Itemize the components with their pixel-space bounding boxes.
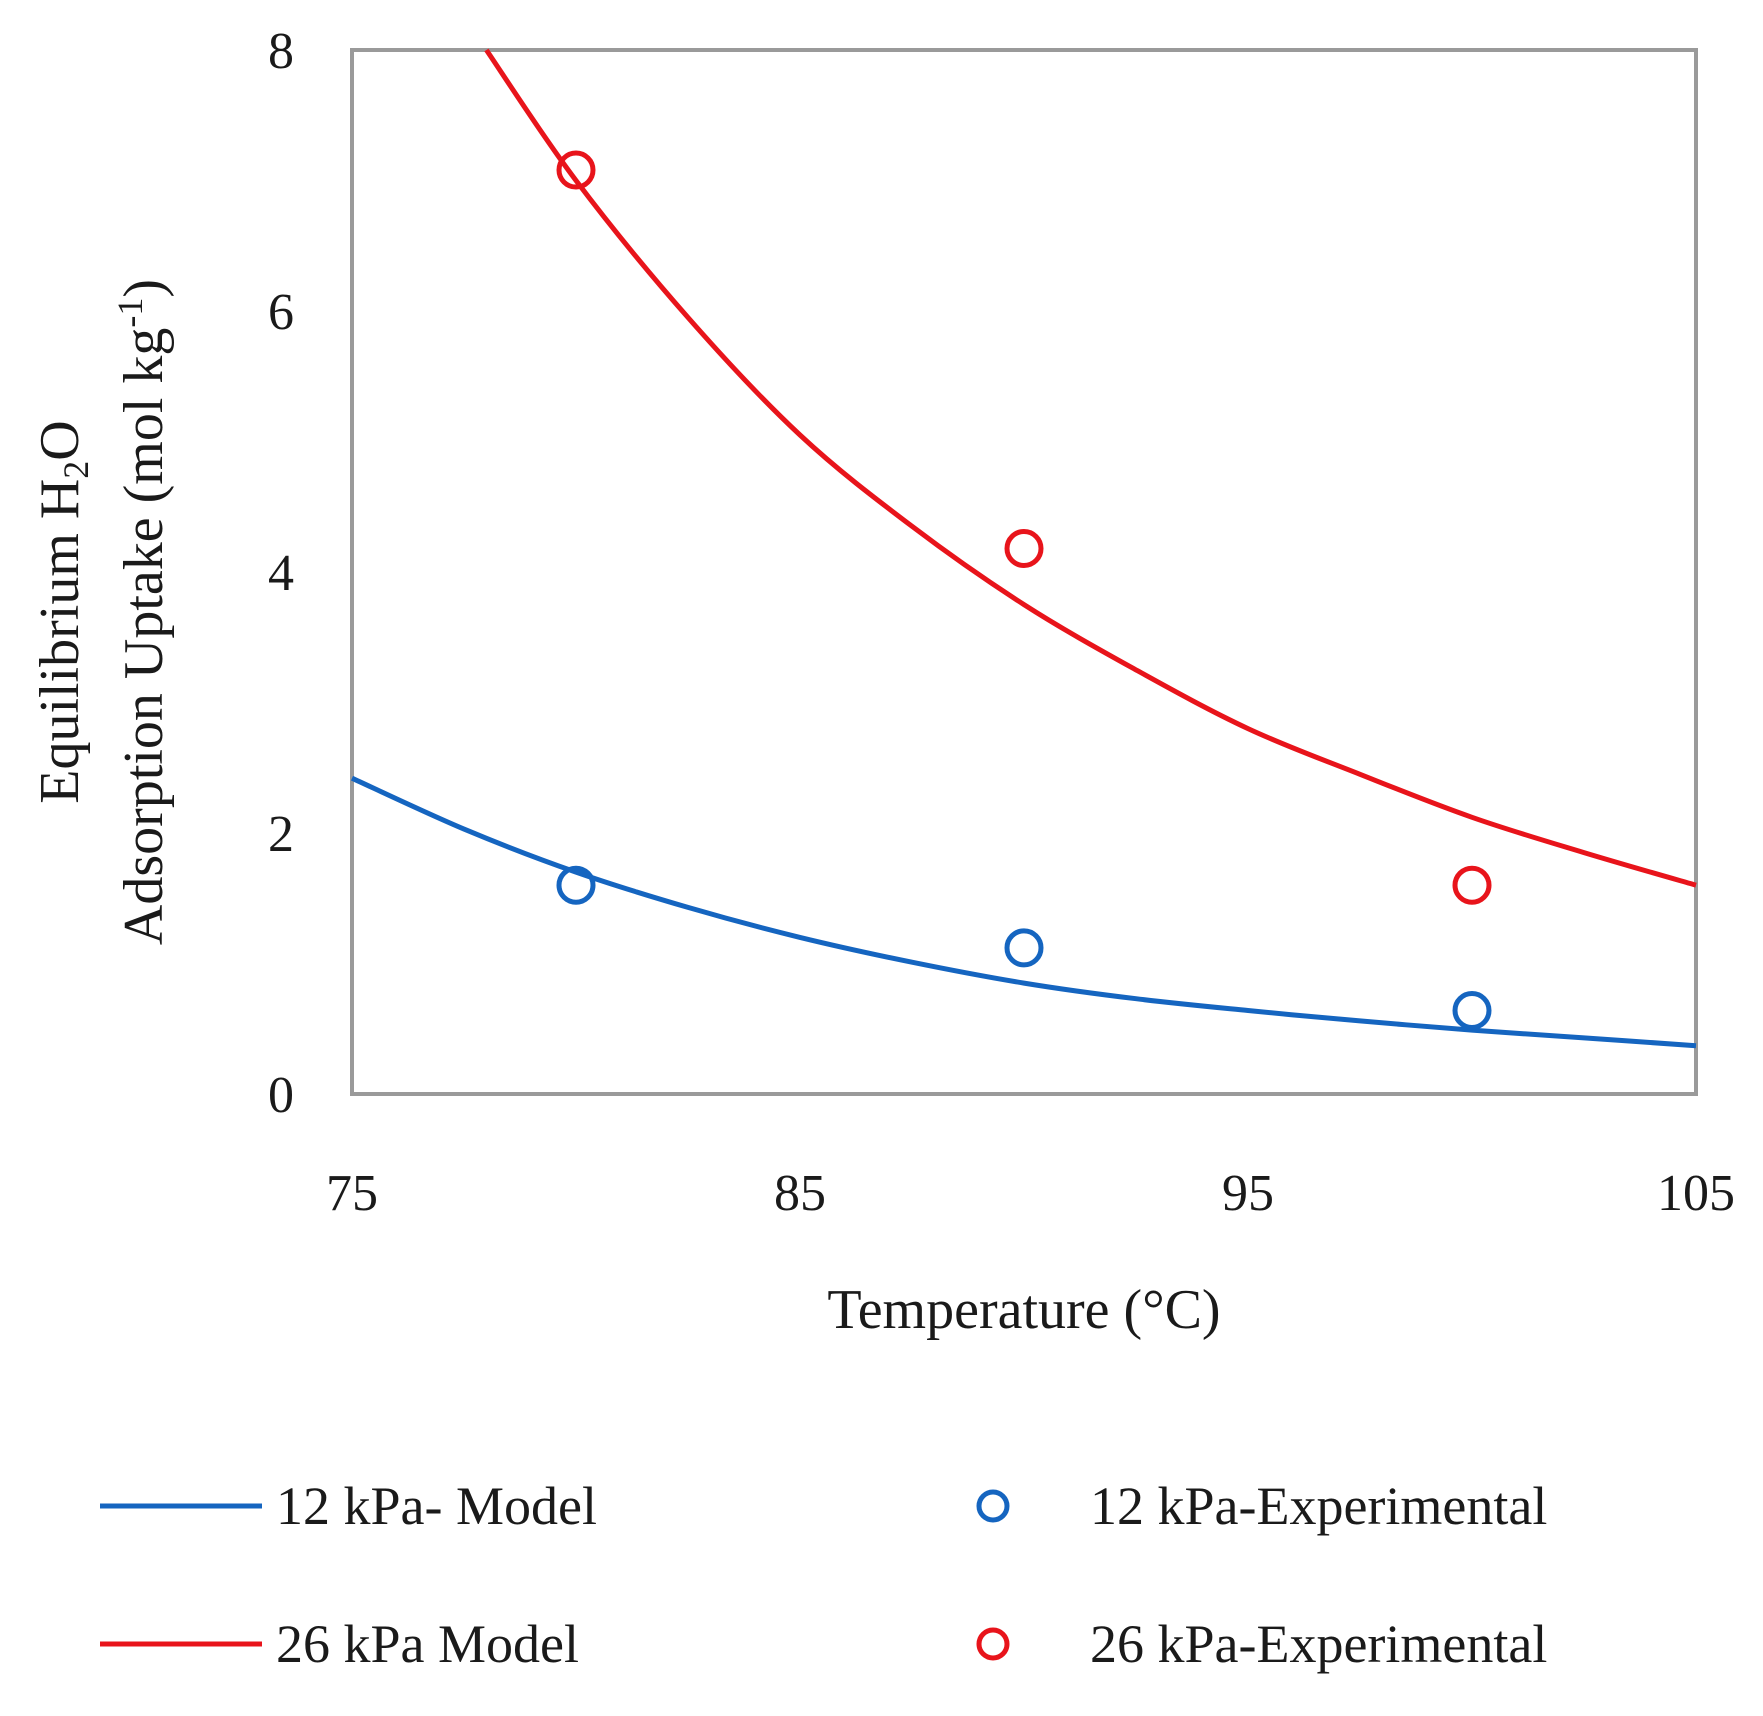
legend-item-26-kpa-experimental: 26 kPa-Experimental <box>976 1614 1547 1674</box>
series-12-kpa-model <box>350 775 1697 1049</box>
data-point-12-kpa-experimental <box>1452 990 1492 1030</box>
legend-label: 12 kPa-Experimental <box>1090 1476 1547 1536</box>
legend-item-12-kpa-model: 12 kPa- Model <box>100 1476 597 1536</box>
y-tick-label: 2 <box>268 806 294 863</box>
superscript-minus-1: -1 <box>110 298 150 328</box>
x-tick-label: 105 <box>1657 1165 1735 1222</box>
legend-item-26-kpa-model: 26 kPa Model <box>100 1614 579 1674</box>
x-axis-tick-labels: 75 85 95 105 <box>326 1165 1735 1222</box>
data-point-26-kpa-experimental <box>556 150 596 190</box>
data-point-26-kpa-experimental <box>1452 865 1492 905</box>
series-26-kpa-experimental <box>556 150 1492 905</box>
x-axis-title: Temperature (°C) <box>827 1279 1220 1341</box>
y-tick-label: 0 <box>268 1067 294 1124</box>
legend-marker-swatch <box>976 1489 1010 1523</box>
series-26-kpa-model <box>484 48 1697 888</box>
series-layer <box>350 48 1697 1049</box>
legend-item-12-kpa-experimental: 12 kPa-Experimental <box>976 1476 1547 1536</box>
x-tick-label: 85 <box>774 1165 826 1222</box>
x-tick-label: 95 <box>1222 1165 1274 1222</box>
data-point-12-kpa-experimental <box>1004 928 1044 968</box>
legend-label: 12 kPa- Model <box>276 1476 597 1536</box>
legend-marker-swatch <box>976 1627 1010 1661</box>
y-tick-label: 8 <box>268 23 294 80</box>
data-point-12-kpa-experimental <box>556 865 596 905</box>
series-12-kpa-experimental <box>556 865 1492 1030</box>
series-line-26-kpa-model <box>484 48 1697 888</box>
y-axis-title-line-2: Adsorption Uptake (mol kg-1) <box>110 279 175 945</box>
legend: 12 kPa- Model 26 kPa Model 12 kPa-Experime… <box>100 1476 1547 1674</box>
y-tick-label: 6 <box>268 284 294 341</box>
y-tick-label: 4 <box>268 545 294 602</box>
y-axis-tick-labels: 0 2 4 6 8 <box>268 23 294 1124</box>
y-axis-title: Equilibrium H2O Adsorption Uptake (mol k… <box>29 279 175 945</box>
subscript-2: 2 <box>56 461 96 479</box>
legend-label: 26 kPa Model <box>276 1614 579 1674</box>
data-point-26-kpa-experimental <box>1004 529 1044 569</box>
plot-area-frame <box>350 48 1698 1096</box>
series-line-12-kpa-model <box>350 775 1697 1049</box>
legend-label: 26 kPa-Experimental <box>1090 1614 1547 1674</box>
x-tick-label: 75 <box>326 1165 378 1222</box>
y-axis-title-line-1: Equilibrium H2O <box>29 420 96 804</box>
